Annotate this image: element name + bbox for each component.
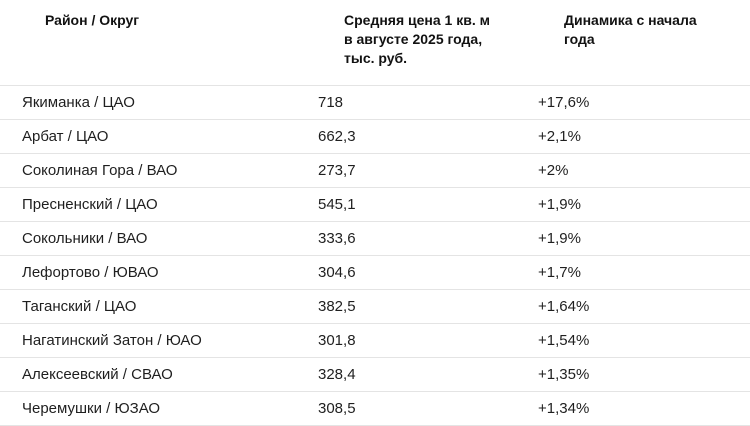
table-row: Пресненский / ЦАО 545,1 +1,9% — [0, 187, 750, 222]
cell-price: 304,6 — [296, 255, 516, 290]
cell-district: Нагатинский Затон / ЮАО — [0, 323, 296, 358]
cell-change: +1,64% — [516, 289, 750, 324]
column-header-district: Район / Округ — [0, 0, 296, 86]
cell-district: Черемушки / ЮЗАО — [0, 391, 296, 426]
cell-change: +2% — [516, 153, 750, 188]
cell-price: 273,7 — [296, 153, 516, 188]
cell-district: Сокольники / ВАО — [0, 221, 296, 256]
table-row: Алексеевский / СВАО 328,4 +1,35% — [0, 357, 750, 392]
table-row: Черемушки / ЮЗАО 308,5 +1,34% — [0, 391, 750, 426]
cell-price: 308,5 — [296, 391, 516, 426]
cell-price: 328,4 — [296, 357, 516, 392]
cell-price: 333,6 — [296, 221, 516, 256]
table-row: Арбат / ЦАО 662,3 +2,1% — [0, 119, 750, 154]
cell-price: 301,8 — [296, 323, 516, 358]
cell-district: Таганский / ЦАО — [0, 289, 296, 324]
cell-district: Алексеевский / СВАО — [0, 357, 296, 392]
column-header-price-label: Средняя цена 1 кв. м в августе 2025 года… — [344, 12, 490, 66]
cell-change: +2,1% — [516, 119, 750, 154]
column-header-change: Динамика с начала года — [516, 0, 750, 86]
table-header: Район / Округ Средняя цена 1 кв. м в авг… — [0, 0, 750, 86]
cell-change: +1,9% — [516, 187, 750, 222]
cell-price: 662,3 — [296, 119, 516, 154]
cell-district: Соколиная Гора / ВАО — [0, 153, 296, 188]
header-row: Район / Округ Средняя цена 1 кв. м в авг… — [0, 0, 750, 86]
cell-price: 718 — [296, 85, 516, 120]
table-row: Якиманка / ЦАО 718 +17,6% — [0, 85, 750, 120]
table-body: Якиманка / ЦАО 718 +17,6% Арбат / ЦАО 66… — [0, 85, 750, 426]
cell-change: +17,6% — [516, 85, 750, 120]
column-header-district-label: Район / Округ — [45, 12, 140, 28]
column-header-change-label: Динамика с начала года — [564, 12, 697, 47]
cell-change: +1,9% — [516, 221, 750, 256]
column-header-price: Средняя цена 1 кв. м в августе 2025 года… — [296, 0, 516, 86]
cell-price: 382,5 — [296, 289, 516, 324]
table-row: Таганский / ЦАО 382,5 +1,64% — [0, 289, 750, 324]
cell-district: Якиманка / ЦАО — [0, 85, 296, 120]
table-row: Нагатинский Затон / ЮАО 301,8 +1,54% — [0, 323, 750, 358]
cell-change: +1,7% — [516, 255, 750, 290]
table-row: Соколиная Гора / ВАО 273,7 +2% — [0, 153, 750, 188]
cell-district: Пресненский / ЦАО — [0, 187, 296, 222]
cell-change: +1,54% — [516, 323, 750, 358]
cell-change: +1,35% — [516, 357, 750, 392]
table-row: Лефортово / ЮВАО 304,6 +1,7% — [0, 255, 750, 290]
cell-district: Арбат / ЦАО — [0, 119, 296, 154]
cell-change: +1,34% — [516, 391, 750, 426]
table-row: Сокольники / ВАО 333,6 +1,9% — [0, 221, 750, 256]
cell-price: 545,1 — [296, 187, 516, 222]
cell-district: Лефортово / ЮВАО — [0, 255, 296, 290]
